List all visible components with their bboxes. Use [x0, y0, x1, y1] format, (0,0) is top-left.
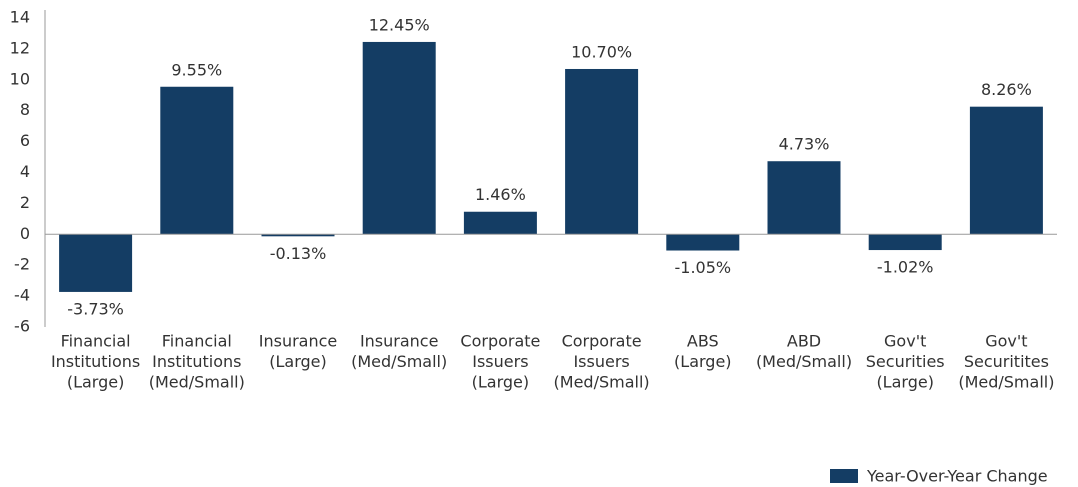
x-tick-label: Gov't	[985, 332, 1027, 351]
data-label: -1.02%	[877, 258, 934, 277]
data-label: 1.46%	[475, 185, 526, 204]
data-label: 4.73%	[779, 135, 830, 154]
x-tick-label: Corporate	[562, 332, 642, 351]
y-tick-label: 2	[20, 193, 30, 212]
bar	[868, 234, 942, 251]
data-label: 8.26%	[981, 80, 1032, 99]
y-tick-label: -2	[14, 255, 30, 274]
bar	[362, 41, 436, 235]
bar	[463, 211, 537, 235]
x-tick-label: (Large)	[674, 352, 732, 371]
y-tick-label: -4	[14, 286, 30, 305]
bar	[666, 234, 740, 251]
x-tick-label: Gov't	[884, 332, 926, 351]
legend-label: Year-Over-Year Change	[866, 467, 1048, 486]
x-tick-label: (Med/Small)	[351, 352, 447, 371]
x-tick-label: Corporate	[460, 332, 540, 351]
x-tick-label: (Large)	[472, 373, 530, 392]
data-label: 9.55%	[171, 60, 222, 79]
y-tick-label: -6	[14, 317, 30, 336]
data-label: 10.70%	[571, 42, 632, 61]
x-tick-label: Securities	[866, 352, 945, 371]
data-label: -1.05%	[674, 258, 731, 277]
y-tick-label: 8	[20, 100, 30, 119]
data-label: 12.45%	[369, 15, 430, 34]
bar	[160, 86, 234, 235]
x-tick-label: ABD	[787, 332, 821, 351]
x-tick-label: (Large)	[876, 373, 934, 392]
x-tick-label: Institutions	[152, 352, 241, 371]
data-label: -3.73%	[67, 299, 124, 318]
x-tick-label: Insurance	[259, 332, 338, 351]
bar	[261, 234, 335, 237]
y-tick-label: 10	[10, 69, 30, 88]
x-tick-label: (Large)	[269, 352, 327, 371]
x-tick-label: ABS	[687, 332, 719, 351]
x-tick-label: Institutions	[51, 352, 140, 371]
x-tick-label: (Med/Small)	[756, 352, 852, 371]
x-tick-label: (Med/Small)	[554, 373, 650, 392]
x-tick-label: Financial	[61, 332, 131, 351]
bar	[59, 234, 133, 292]
x-tick-label: (Med/Small)	[149, 373, 245, 392]
y-tick-label: 6	[20, 131, 30, 150]
x-tick-label: (Large)	[67, 373, 125, 392]
x-tick-label: Issuers	[573, 352, 629, 371]
bar	[969, 106, 1043, 235]
y-tick-label: 4	[20, 162, 30, 181]
y-tick-label: 14	[10, 8, 30, 27]
data-label: -0.13%	[270, 244, 327, 263]
y-tick-label: 12	[10, 38, 30, 57]
x-tick-label: Insurance	[360, 332, 439, 351]
y-tick-label: 0	[20, 224, 30, 243]
x-tick-label: Issuers	[472, 352, 528, 371]
bar	[767, 161, 841, 235]
x-tick-label: (Med/Small)	[958, 373, 1054, 392]
bar	[565, 68, 639, 235]
x-tick-label: Financial	[162, 332, 232, 351]
x-tick-label: Securitites	[964, 352, 1049, 371]
legend-swatch	[830, 469, 858, 483]
